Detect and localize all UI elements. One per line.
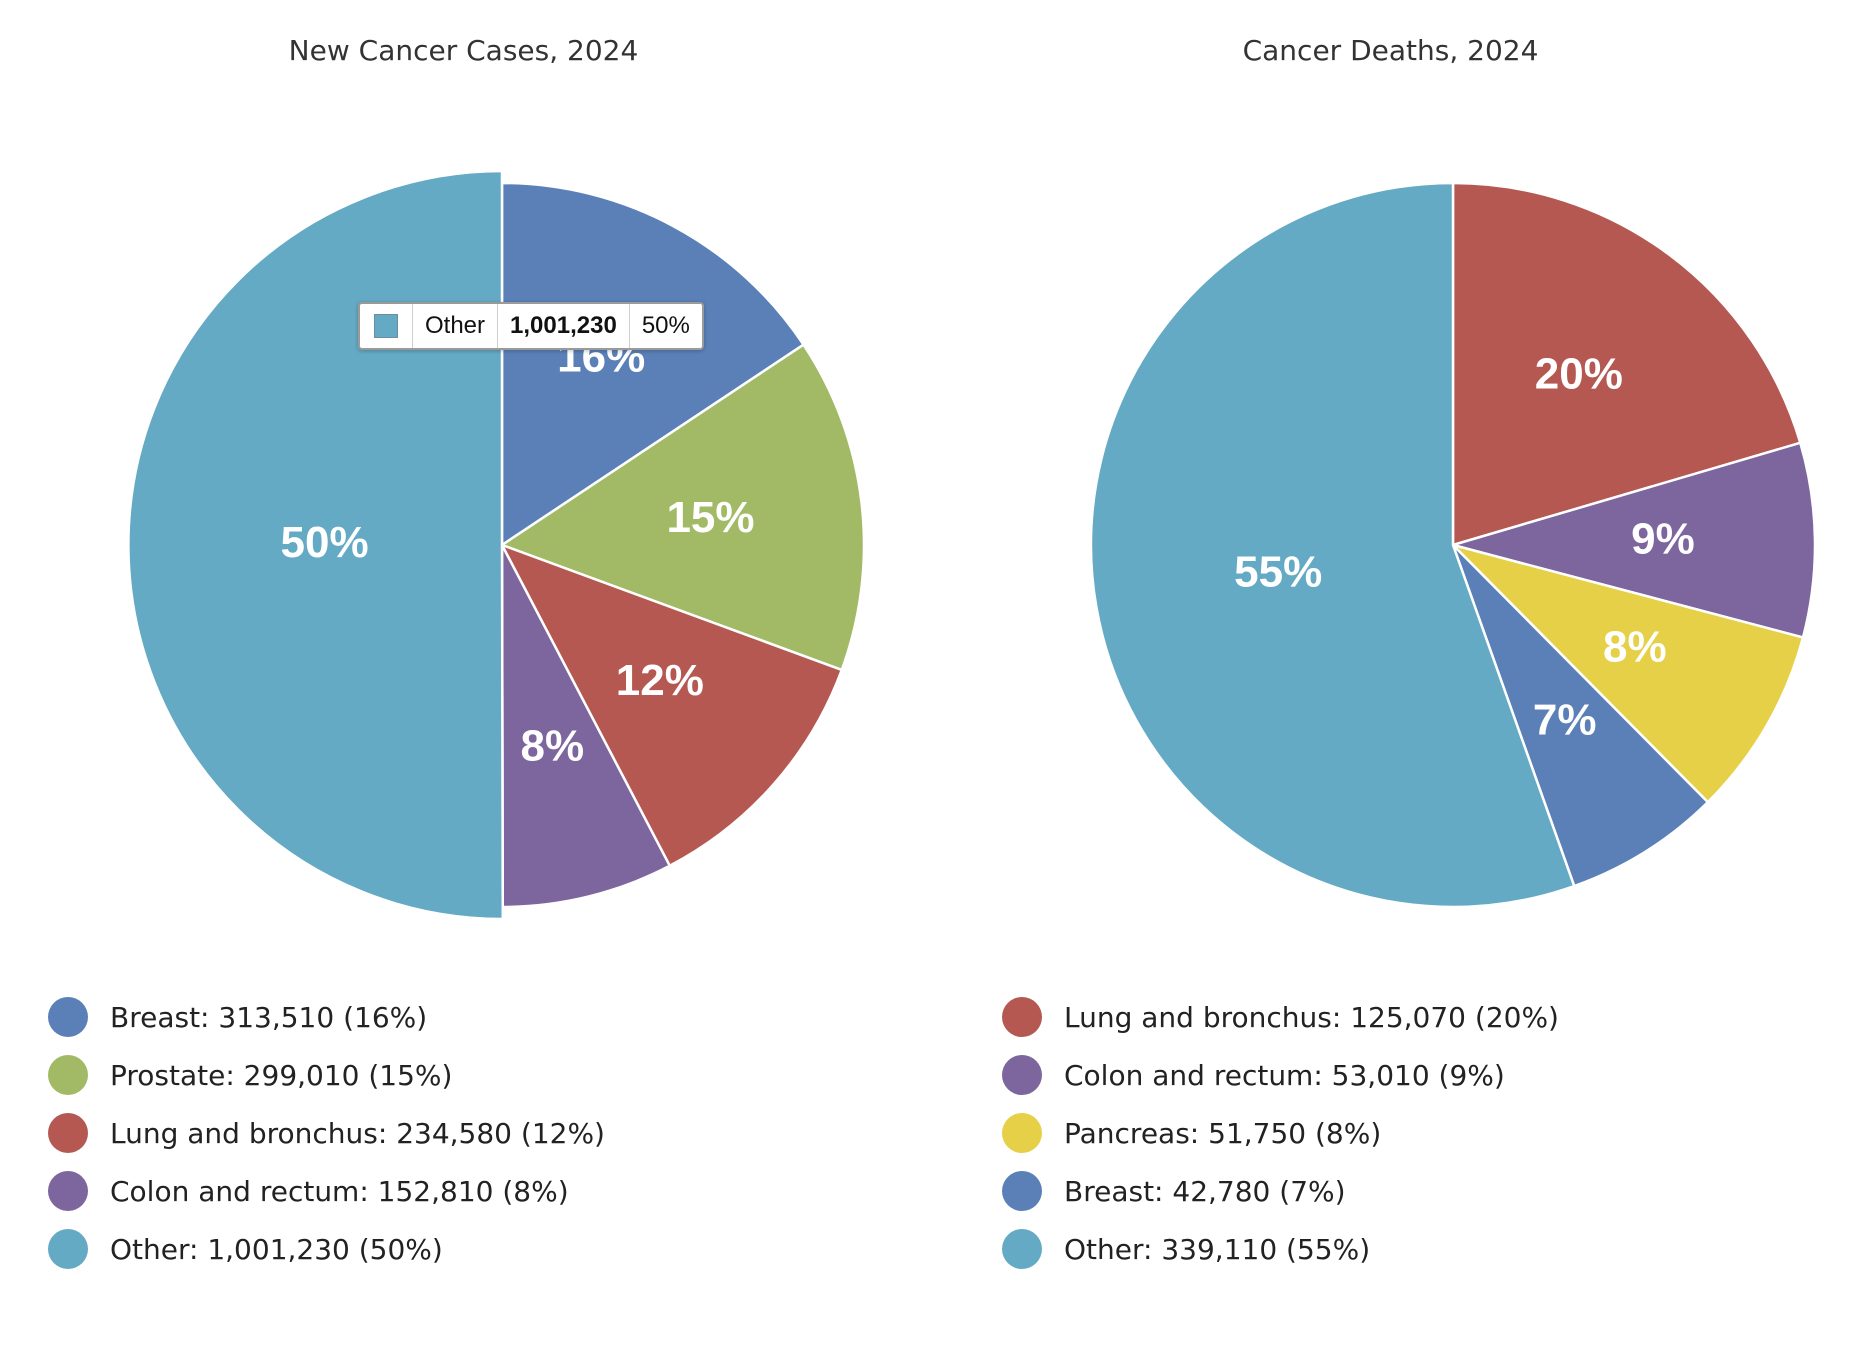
pie-slice-prostate[interactable] bbox=[500, 343, 866, 672]
legend-swatch bbox=[48, 1171, 88, 1211]
legend-swatch bbox=[1002, 997, 1042, 1037]
legend-item-other[interactable]: Other: 339,110 (55%) bbox=[1002, 1220, 1559, 1278]
legend-label: Breast: 313,510 (16%) bbox=[110, 1000, 428, 1034]
tooltip-label: Other bbox=[413, 304, 499, 348]
pie-slice-colon-and-rectum[interactable] bbox=[500, 543, 672, 909]
deaths-pie: 20% 9% 8%7% 55% bbox=[1089, 181, 1817, 909]
tooltip-value: 1,001,230 bbox=[498, 304, 630, 348]
chart-title: Cancer Deaths, 2024 bbox=[1242, 34, 1539, 67]
slice-label-other: 50% bbox=[281, 518, 369, 567]
legend-swatch bbox=[48, 1229, 88, 1269]
legend-swatch bbox=[1002, 1055, 1042, 1095]
legend-item-colon-and-rectum[interactable]: Colon and rectum: 53,010 (9%) bbox=[1002, 1046, 1559, 1104]
pie-slice-lung-and-bronchus[interactable] bbox=[500, 543, 843, 868]
pie-slice-pancreas[interactable] bbox=[1451, 543, 1805, 804]
slice-label-breast: 7% bbox=[1533, 695, 1597, 744]
slice-label-other: 55% bbox=[1234, 548, 1322, 597]
legend-item-breast[interactable]: Breast: 313,510 (16%) bbox=[48, 988, 605, 1046]
legend-swatch bbox=[1002, 1229, 1042, 1269]
new-cases-pie: 16%15%12%8%50% bbox=[127, 169, 866, 921]
legend-label: Lung and bronchus: 125,070 (20%) bbox=[1064, 1000, 1559, 1034]
pie-tooltip: Other 1,001,230 50% bbox=[358, 302, 704, 350]
legend-item-lung-and-bronchus[interactable]: Lung and bronchus: 234,580 (12%) bbox=[48, 1104, 605, 1162]
slice-label-lung-and-bronchus: 12% bbox=[616, 656, 704, 705]
legend-item-prostate[interactable]: Prostate: 299,010 (15%) bbox=[48, 1046, 605, 1104]
new-cases-chart: New Cancer Cases, 2024 16% 15% 12% 8% 50% Br… bbox=[48, 34, 866, 1278]
pie-slice-breast[interactable] bbox=[1451, 543, 1710, 888]
tooltip-percent: 50% bbox=[641, 312, 690, 339]
deaths-legend: Lung and bronchus: 125,070 (20%) Colon an… bbox=[1002, 988, 1559, 1278]
slice-label-lung-and-bronchus: 20% bbox=[1535, 350, 1623, 399]
pie-slice-lung-and-bronchus[interactable] bbox=[1451, 181, 1802, 547]
legend-item-colon-and-rectum[interactable]: Colon and rectum: 152,810 (8%) bbox=[48, 1162, 605, 1220]
new-cases-legend: Breast: 313,510 (16%) Prostate: 299,010 (… bbox=[48, 988, 605, 1278]
legend-swatch bbox=[48, 997, 88, 1037]
deaths-chart: Cancer Deaths, 2024 20% 9% 8% 7% 55% Lung an… bbox=[927, 0, 1854, 1360]
legend-label: Other: 1,001,230 (50%) bbox=[110, 1232, 443, 1266]
legend-item-breast[interactable]: Breast: 42,780 (7%) bbox=[1002, 1162, 1559, 1220]
legend-swatch bbox=[1002, 1113, 1042, 1153]
slice-label-prostate: 15% bbox=[666, 493, 754, 542]
legend-item-pancreas[interactable]: Pancreas: 51,750 (8%) bbox=[1002, 1104, 1559, 1162]
chart-title: New Cancer Cases, 2024 bbox=[288, 34, 639, 67]
legend-label: Other: 339,110 (55%) bbox=[1064, 1232, 1371, 1266]
slice-label-pancreas: 8% bbox=[1603, 623, 1667, 672]
pie-slice-colon-and-rectum[interactable] bbox=[1451, 441, 1817, 639]
legend-swatch bbox=[48, 1113, 88, 1153]
slice-label-colon-and-rectum: 9% bbox=[1631, 515, 1695, 564]
tooltip-swatch bbox=[374, 314, 398, 338]
pie-slice-other[interactable] bbox=[1089, 181, 1576, 909]
legend-item-other[interactable]: Other: 1,001,230 (50%) bbox=[48, 1220, 605, 1278]
legend-label: Colon and rectum: 152,810 (8%) bbox=[110, 1174, 569, 1208]
legend-label: Pancreas: 51,750 (8%) bbox=[1064, 1116, 1382, 1150]
legend-item-lung-and-bronchus[interactable]: Lung and bronchus: 125,070 (20%) bbox=[1002, 988, 1559, 1046]
legend-swatch bbox=[1002, 1171, 1042, 1211]
legend-label: Colon and rectum: 53,010 (9%) bbox=[1064, 1058, 1505, 1092]
legend-swatch bbox=[48, 1055, 88, 1095]
legend-label: Breast: 42,780 (7%) bbox=[1064, 1174, 1346, 1208]
slice-label-colon-and-rectum: 8% bbox=[521, 721, 585, 770]
pie-slice-breast[interactable] bbox=[500, 181, 805, 547]
pie-slice-other[interactable] bbox=[127, 169, 505, 921]
tooltip-swatch-cell bbox=[360, 304, 413, 348]
legend-label: Lung and bronchus: 234,580 (12%) bbox=[110, 1116, 605, 1150]
legend-label: Prostate: 299,010 (15%) bbox=[110, 1058, 453, 1092]
